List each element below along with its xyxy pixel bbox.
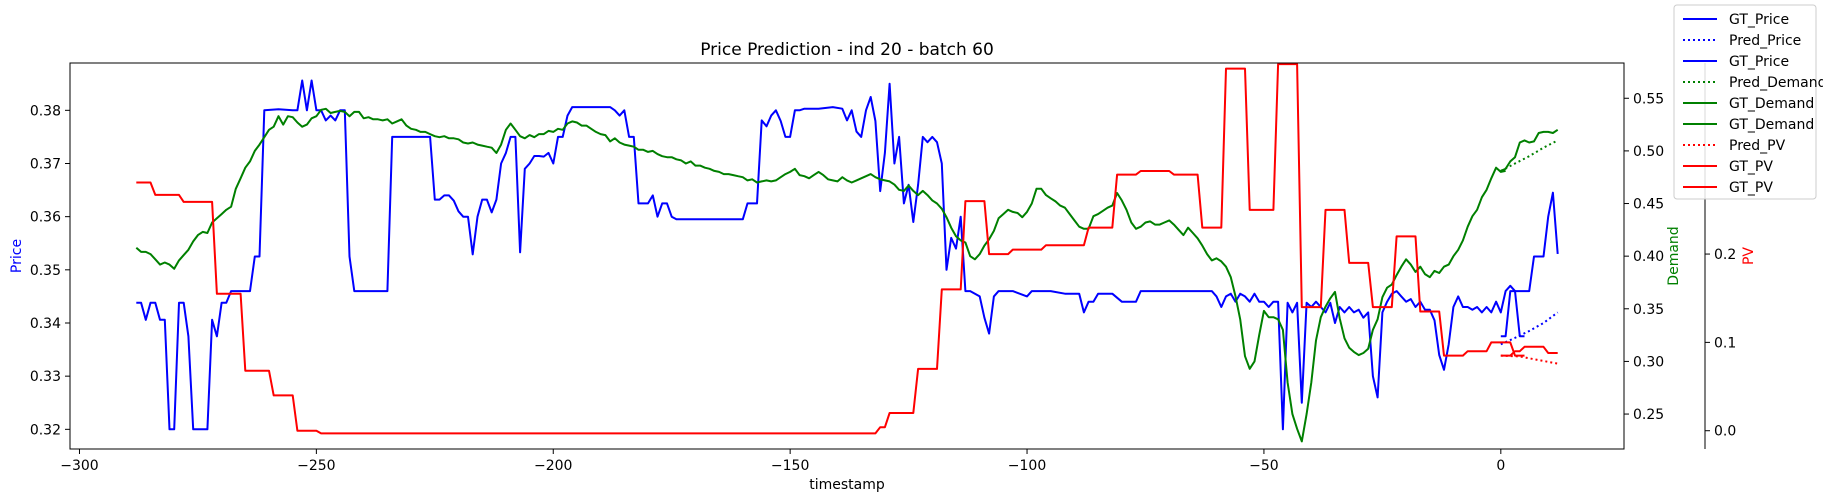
axes-layer: −300 −250 −200 −150 −100 −50 0 0.32 0.33 0.34 0.35…	[30, 91, 1736, 474]
x-tick-label: −50	[1249, 458, 1279, 474]
x-axis-label: timestamp	[809, 477, 885, 493]
legend-box	[1673, 4, 1817, 200]
chart-title: Price Prediction - ind 20 - batch 60	[700, 40, 994, 60]
legend-label: Pred_Demand	[1729, 75, 1823, 91]
pv-axis-label: PV	[1741, 247, 1757, 265]
series-line-gt-price-0	[136, 79, 1525, 431]
demand-tick-label: 0.35	[1633, 302, 1664, 318]
series-line-gt-pv-6	[136, 63, 1525, 435]
price-tick-label: 0.37	[30, 156, 61, 172]
series-layer	[135, 63, 1559, 443]
series-line-gt-price-1	[1500, 191, 1559, 338]
demand-tick-label: 0.40	[1633, 249, 1664, 265]
x-tick-label: −100	[1008, 458, 1046, 474]
demand-tick-label: 0.45	[1633, 197, 1664, 213]
demand-axis-label: Demand	[1666, 226, 1682, 285]
x-tick-label: −250	[297, 458, 335, 474]
legend-label: Pred_PV	[1729, 138, 1786, 154]
legend-label: GT_PV	[1729, 180, 1773, 196]
demand-tick-label: 0.55	[1633, 91, 1664, 107]
price-tick-label: 0.32	[30, 422, 61, 438]
legend-label: GT_Demand	[1729, 117, 1814, 133]
x-tick-label: −150	[771, 458, 809, 474]
x-tick-label: −300	[60, 458, 98, 474]
x-tick-label: −200	[534, 458, 572, 474]
series-line-gt-demand-4	[1500, 128, 1559, 172]
price-tick-label: 0.33	[30, 369, 61, 385]
price-tick-label: 0.34	[30, 316, 61, 332]
price-tick-label: 0.35	[30, 263, 61, 279]
legend-label: GT_Demand	[1729, 96, 1814, 112]
series-line-gt-demand-3	[135, 107, 1506, 443]
x-tick-label: 0	[1496, 458, 1505, 474]
price-axis-label: Price	[9, 239, 25, 273]
pv-tick-label: 0.0	[1714, 424, 1736, 440]
legend-label: Pred_Price	[1729, 33, 1801, 49]
price-tick-label: 0.38	[30, 103, 61, 119]
series-line-gt-pv-7	[1500, 345, 1558, 357]
pv-tick-label: 0.1	[1714, 335, 1736, 351]
pv-tick-label: 0.2	[1714, 247, 1736, 263]
series-line-pred-price-2	[1500, 311, 1559, 346]
legend: GT_Price Pred_Price GT_Price Pred_Demand GT_…	[1673, 4, 1823, 200]
demand-tick-label: 0.25	[1633, 407, 1664, 423]
price-tick-label: 0.36	[30, 210, 61, 226]
series-line-pred-demand-5	[1500, 139, 1559, 172]
demand-tick-label: 0.50	[1633, 144, 1664, 160]
demand-tick-label: 0.30	[1633, 354, 1664, 370]
series-line-pred-pv-8	[1500, 354, 1558, 365]
legend-label: GT_Price	[1729, 54, 1789, 70]
legend-label: GT_PV	[1729, 159, 1773, 175]
legend-label: GT_Price	[1729, 12, 1789, 28]
